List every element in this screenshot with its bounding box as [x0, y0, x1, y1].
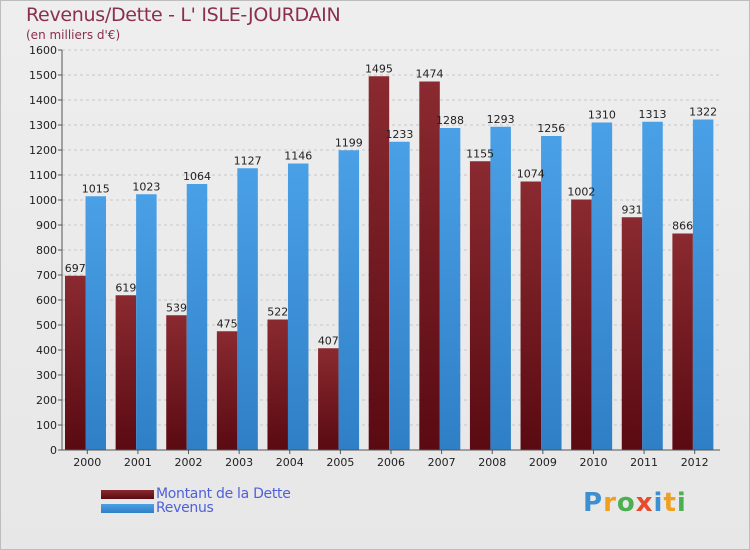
bar-revenue-2003	[237, 168, 258, 450]
data-label-debt-2005: 407	[318, 334, 339, 347]
y-tick-label: 1300	[29, 119, 57, 132]
y-tick-label: 700	[36, 269, 57, 282]
bar-revenue-2001	[136, 194, 157, 450]
bar-revenue-2009	[541, 136, 562, 450]
y-tick-label: 200	[36, 394, 57, 407]
bar-debt-2002	[166, 315, 187, 450]
y-tick-label: 1000	[29, 194, 57, 207]
bar-debt-2010	[571, 199, 592, 450]
bar-revenue-2005	[338, 150, 360, 450]
x-tick-label: 2009	[529, 456, 557, 469]
proxiti-logo: Proxiti	[583, 488, 687, 518]
y-tick-label: 1500	[29, 69, 57, 82]
y-tick-label: 400	[36, 344, 57, 357]
bar-revenue-2011	[642, 121, 663, 450]
data-label-debt-2001: 619	[115, 281, 136, 294]
bar-revenue-2010	[591, 122, 613, 450]
y-tick-label: 300	[36, 369, 57, 382]
bar-debt-2005	[318, 348, 339, 450]
bar-debt-2006	[368, 76, 390, 450]
bar-debt-2000	[65, 275, 86, 450]
legend-swatch-revenue	[101, 503, 154, 513]
bar-revenue-2002	[186, 184, 208, 450]
x-tick-label: 2006	[377, 456, 405, 469]
data-label-revenue-2007: 1288	[436, 114, 464, 127]
x-tick-label: 2004	[276, 456, 304, 469]
legend-label-revenue: Revenus	[156, 500, 214, 516]
legend-item-revenue: Revenus	[101, 500, 214, 516]
bar-revenue-2000	[85, 196, 106, 450]
data-label-revenue-2009: 1256	[537, 122, 565, 135]
data-label-debt-2008: 1155	[466, 147, 494, 160]
data-label-debt-2011: 931	[622, 203, 643, 216]
x-tick-label: 2000	[73, 456, 101, 469]
data-label-debt-2010: 1002	[567, 186, 595, 199]
y-tick-label: 100	[36, 419, 57, 432]
x-tick-label: 2012	[681, 456, 709, 469]
bar-debt-2012	[672, 233, 693, 450]
y-tick-label: 1400	[29, 94, 57, 107]
bar-debt-2008	[469, 161, 491, 450]
data-label-debt-2009: 1074	[517, 168, 545, 181]
data-label-debt-2000: 697	[65, 262, 86, 275]
data-label-debt-2003: 475	[217, 317, 238, 330]
chart-title: Revenus/Dette - L' ISLE-JOURDAIN	[26, 4, 341, 26]
bar-revenue-2007	[439, 128, 461, 450]
bar-debt-2004	[267, 319, 288, 450]
y-tick-label: 1600	[29, 44, 57, 57]
chart-subtitle: (en milliers d'€)	[26, 28, 121, 42]
x-tick-label: 2005	[326, 456, 354, 469]
x-tick-label: 2003	[225, 456, 253, 469]
data-label-revenue-2001: 1023	[132, 180, 160, 193]
data-label-debt-2007: 1474	[416, 68, 444, 81]
x-tick-label: 2008	[478, 456, 506, 469]
data-label-debt-2006: 1495	[365, 62, 393, 75]
data-label-revenue-2011: 1313	[639, 108, 667, 121]
bar-debt-2011	[621, 217, 643, 450]
bar-revenue-2004	[287, 163, 309, 450]
y-tick-label: 1100	[29, 169, 57, 182]
y-tick-label: 500	[36, 319, 57, 332]
data-label-debt-2002: 539	[166, 301, 187, 314]
bar-debt-2009	[520, 181, 542, 450]
data-label-revenue-2003: 1127	[234, 154, 262, 167]
bar-revenue-2008	[490, 126, 511, 450]
data-label-revenue-2004: 1146	[284, 150, 312, 163]
x-tick-label: 2010	[579, 456, 607, 469]
y-tick-label: 600	[36, 294, 57, 307]
y-tick-label: 800	[36, 244, 57, 257]
x-tick-label: 2011	[630, 456, 658, 469]
y-tick-label: 1200	[29, 144, 57, 157]
x-tick-label: 2007	[428, 456, 456, 469]
x-tick-label: 2002	[175, 456, 203, 469]
bar-debt-2003	[216, 331, 238, 450]
legend-label-debt: Montant de la Dette	[156, 486, 291, 502]
data-label-debt-2012: 866	[672, 220, 693, 233]
data-label-debt-2004: 522	[267, 306, 288, 319]
y-tick-label: 0	[50, 444, 57, 457]
legend-item-debt: Montant de la Dette	[101, 486, 291, 502]
data-label-revenue-2006: 1233	[385, 128, 413, 141]
bar-debt-2001	[115, 295, 137, 450]
bar-revenue-2006	[389, 141, 410, 450]
x-tick-label: 2001	[124, 456, 152, 469]
bar-debt-2007	[419, 81, 440, 450]
bar-revenue-2012	[692, 119, 714, 450]
data-label-revenue-2010: 1310	[588, 109, 616, 122]
y-tick-label: 900	[36, 219, 57, 232]
data-label-revenue-2002: 1064	[183, 170, 211, 183]
data-label-revenue-2005: 1199	[335, 136, 363, 149]
data-label-revenue-2012: 1322	[689, 106, 717, 119]
data-label-revenue-2008: 1293	[487, 113, 515, 126]
data-label-revenue-2000: 1015	[82, 182, 110, 195]
legend-swatch-debt	[101, 489, 154, 499]
